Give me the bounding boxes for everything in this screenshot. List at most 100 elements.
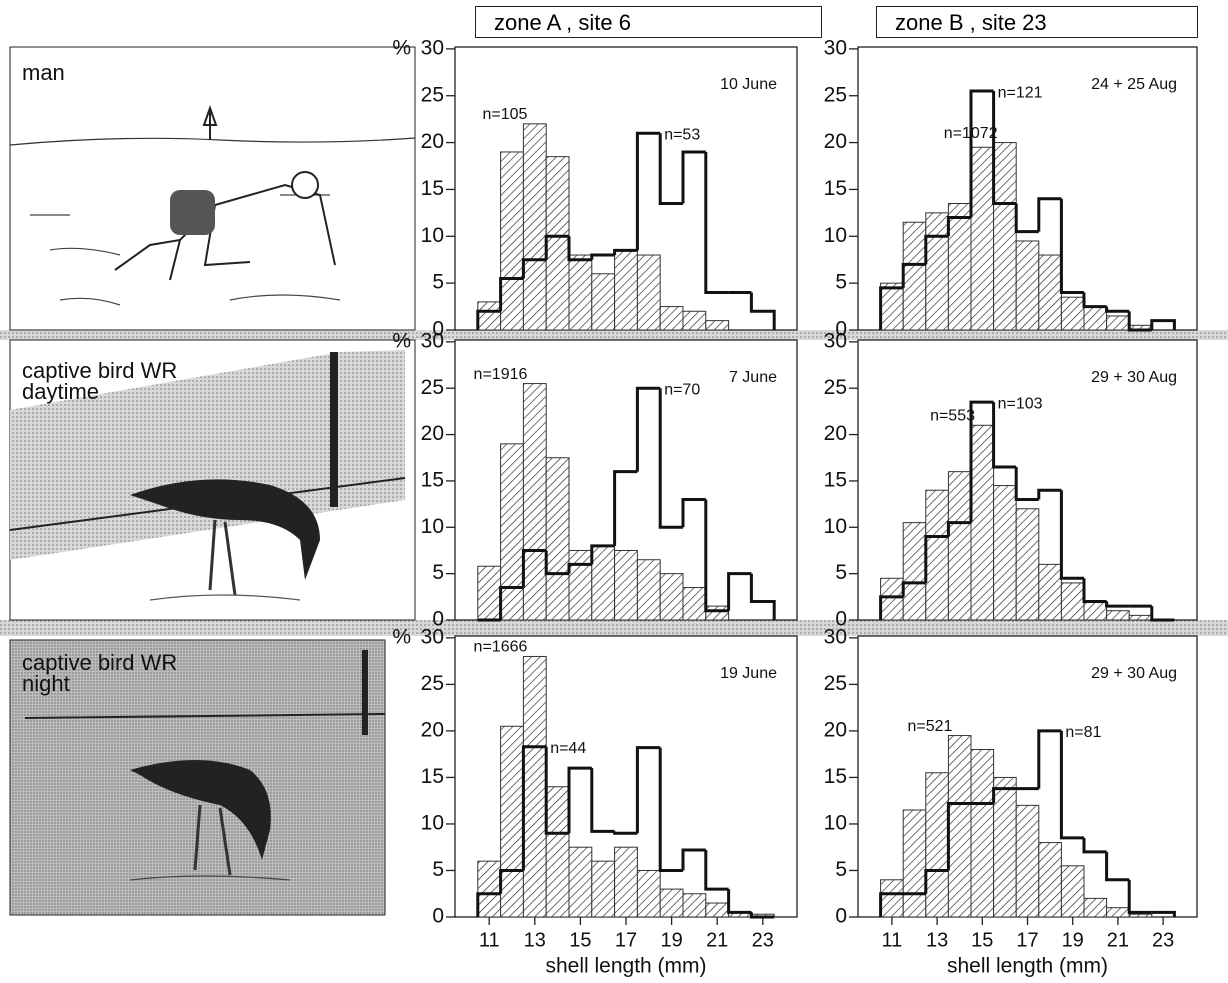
hatched-bar <box>591 273 616 331</box>
y-tick-label: 5 <box>835 271 847 294</box>
y-tick-label: 5 <box>432 561 444 584</box>
series-label: n=553 <box>930 408 975 425</box>
y-tick-label: 0 <box>835 905 847 928</box>
hatched-bar <box>705 902 730 918</box>
open-bar <box>704 499 729 613</box>
open-bar <box>749 292 776 330</box>
series-label: n=521 <box>907 718 952 735</box>
open-bar <box>1151 910 1176 917</box>
open-bar <box>658 133 683 205</box>
hatched-bar <box>1060 582 1085 621</box>
hatched-bar <box>591 545 616 621</box>
hatched-bar <box>591 860 616 918</box>
hatched-bar <box>947 202 972 331</box>
x-tick-label: 13 <box>926 929 948 951</box>
open-bar <box>521 548 547 588</box>
open-bar <box>1105 306 1130 313</box>
open-bar <box>499 276 524 312</box>
hatched-bar <box>568 254 593 331</box>
open-bar <box>635 131 661 251</box>
series-label: n=53 <box>664 126 700 143</box>
x-tick-label: 17 <box>615 929 637 951</box>
open-bar <box>658 747 683 872</box>
open-bar <box>1037 197 1062 232</box>
open-bar <box>704 151 729 295</box>
hatched-bar <box>880 879 904 918</box>
hatched-bar <box>614 249 638 331</box>
open-bar <box>1059 730 1084 840</box>
hatched-bar <box>659 888 684 918</box>
hatched-bar <box>568 549 593 621</box>
hatched-bar <box>970 749 995 918</box>
hatched-bar <box>1015 240 1040 331</box>
open-bar <box>1014 203 1039 234</box>
y-tick-label: 15 <box>421 177 444 200</box>
open-bar <box>567 236 592 262</box>
y-tick-label: 15 <box>824 177 847 200</box>
x-tick-label: 11 <box>479 929 500 951</box>
series-label: n=105 <box>482 106 527 123</box>
series-label: n=81 <box>1065 724 1101 741</box>
open-bar <box>681 150 706 204</box>
open-bar <box>590 544 615 565</box>
hatched-bar <box>1083 600 1108 621</box>
hatched-bar <box>477 860 502 918</box>
open-bar <box>1014 467 1039 501</box>
y-tick-label: 25 <box>824 83 847 106</box>
series-label: n=103 <box>998 395 1043 412</box>
y-tick-label: 30 <box>421 329 444 352</box>
panel-date: 29 + 30 Aug <box>1091 665 1177 682</box>
y-tick-label: 25 <box>421 83 444 106</box>
hatched-bar <box>522 655 547 918</box>
open-bar <box>969 400 994 523</box>
hatched-bar <box>925 772 949 918</box>
x-tick-label: 15 <box>569 929 591 951</box>
hatched-bar <box>1038 563 1062 621</box>
y-tick-label: 5 <box>432 271 444 294</box>
illustration-man <box>9 46 416 331</box>
open-bar <box>946 801 971 871</box>
y-tick-label: 30 <box>824 36 847 59</box>
y-axis-label: % <box>392 36 411 59</box>
illustration-night <box>9 639 386 916</box>
y-axis-label: % <box>392 625 411 648</box>
x-tick-label: 15 <box>971 929 993 951</box>
hatched-bar <box>682 587 707 621</box>
illustration-day <box>9 339 416 621</box>
open-bar <box>704 850 729 891</box>
y-tick-label: 0 <box>835 608 847 631</box>
hatched-bar <box>993 485 1017 621</box>
open-bar <box>658 388 683 529</box>
open-bar <box>879 595 904 620</box>
column-header: zone B , site 23 <box>876 6 1198 38</box>
hatched-bar <box>1106 907 1130 918</box>
hatched-bar <box>970 146 995 331</box>
y-tick-label: 10 <box>421 812 444 835</box>
open-bar <box>879 892 904 917</box>
hatched-bar <box>1128 913 1153 918</box>
hatched-bar <box>947 735 972 918</box>
x-axis-label: shell length (mm) <box>947 955 1108 978</box>
open-bar <box>1127 311 1152 332</box>
open-bar <box>1059 490 1084 580</box>
panel-date: 19 June <box>720 665 777 682</box>
hatched-bar <box>545 156 570 331</box>
column-header: zone A , site 6 <box>475 6 822 38</box>
open-bar <box>499 586 524 620</box>
open-bar <box>901 262 926 288</box>
open-bar <box>1037 729 1062 789</box>
hatched-bar <box>682 893 707 918</box>
open-bar <box>681 848 706 871</box>
open-bar <box>544 550 569 576</box>
hatched-bar <box>477 301 502 331</box>
y-tick-label: 30 <box>824 329 847 352</box>
hatched-bar <box>500 725 524 918</box>
hatched-bar <box>947 471 972 621</box>
panel-date: 10 June <box>720 76 777 93</box>
y-tick-label: 20 <box>421 130 444 153</box>
hatched-bar <box>614 549 638 621</box>
open-bar <box>749 912 775 919</box>
open-bar <box>1105 601 1130 608</box>
y-tick-label: 25 <box>824 376 847 399</box>
hatched-bar <box>477 565 502 621</box>
